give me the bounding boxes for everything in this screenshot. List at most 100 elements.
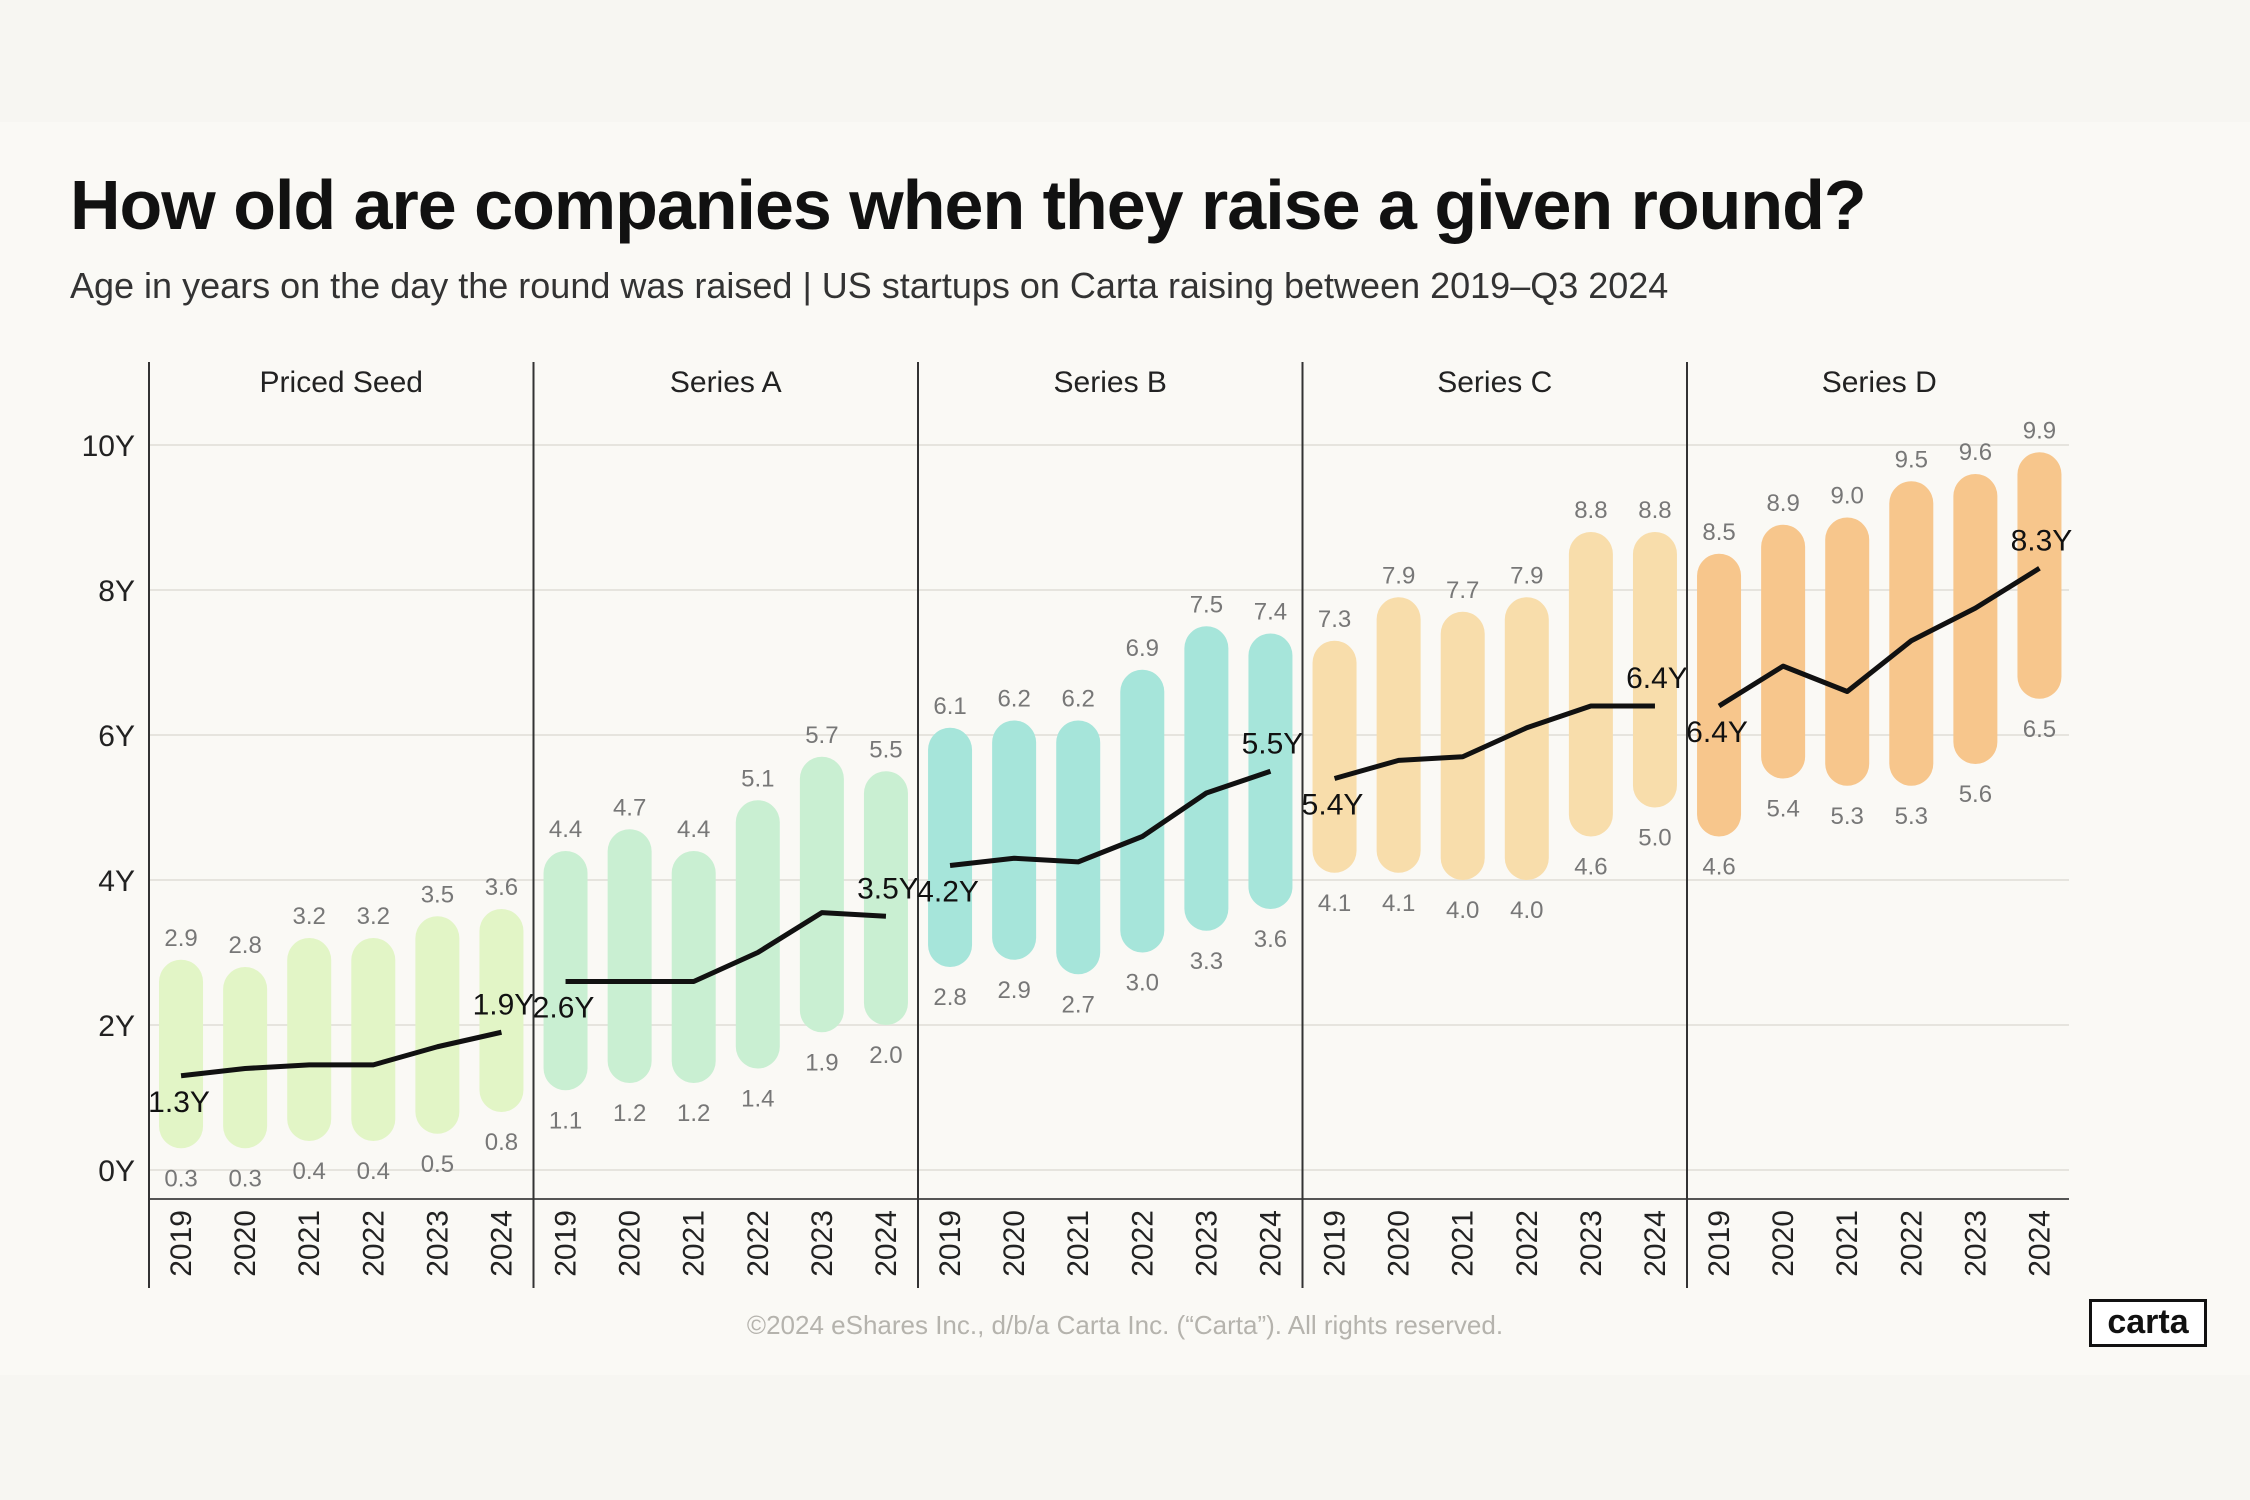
- low-value-label: 3.3: [1190, 948, 1223, 975]
- y-tick-label: 0Y: [98, 1155, 135, 1188]
- median-line: [1333, 703, 1655, 781]
- x-tick-label: 2020: [229, 1210, 262, 1277]
- high-value-label: 4.7: [613, 794, 646, 821]
- x-tick-label: 2019: [1319, 1210, 1352, 1277]
- high-value-label: 6.2: [1062, 686, 1095, 713]
- low-value-label: 6.5: [2023, 716, 2056, 743]
- low-value-label: 3.0: [1126, 970, 1159, 997]
- low-value-label: 3.6: [1254, 926, 1287, 953]
- y-tick-label: 10Y: [82, 430, 135, 463]
- panel-title: Series C: [1437, 366, 1552, 399]
- low-value-label: 4.1: [1382, 890, 1415, 917]
- high-value-label: 9.9: [2023, 417, 2056, 444]
- low-value-label: 5.3: [1895, 803, 1928, 830]
- high-value-label: 5.7: [805, 722, 838, 749]
- low-value-label: 1.2: [613, 1100, 646, 1127]
- high-value-label: 2.9: [164, 925, 197, 952]
- low-value-label: 1.9: [805, 1049, 838, 1076]
- high-value-label: 6.2: [997, 686, 1030, 713]
- x-tick-label: 2023: [806, 1210, 839, 1277]
- low-value-label: 1.2: [677, 1100, 710, 1127]
- panel-title: Series B: [1054, 366, 1167, 399]
- x-tick-label: 2024: [1639, 1210, 1672, 1277]
- high-value-label: 3.5: [421, 881, 454, 908]
- high-value-label: 8.8: [1638, 497, 1671, 524]
- median-end-label: 5.5Y: [1242, 727, 1304, 760]
- low-value-label: 4.6: [1574, 854, 1607, 881]
- high-value-label: 7.7: [1446, 577, 1479, 604]
- x-tick-label: 2023: [1190, 1210, 1223, 1277]
- low-value-label: 2.0: [869, 1042, 902, 1069]
- x-tick-label: 2024: [1254, 1210, 1287, 1277]
- low-value-label: 1.1: [549, 1107, 582, 1134]
- high-value-label: 8.9: [1766, 490, 1799, 517]
- high-value-label: 3.6: [485, 874, 518, 901]
- carta-logo: carta: [2089, 1299, 2207, 1347]
- high-value-label: 5.5: [869, 736, 902, 763]
- high-value-label: 8.5: [1702, 519, 1735, 546]
- high-value-label: 4.4: [549, 816, 582, 843]
- low-value-label: 5.0: [1638, 825, 1671, 852]
- copyright-footer: ©2024 eShares Inc., d/b/a Carta Inc. (“C…: [746, 1310, 1504, 1340]
- chart-subtitle: Age in years on the day the round was ra…: [70, 265, 1669, 306]
- median-end-label: 8.3Y: [2011, 524, 2073, 557]
- median-start-label: 5.4Y: [1302, 789, 1364, 822]
- x-tick-label: 2022: [357, 1210, 390, 1277]
- low-value-label: 0.4: [293, 1158, 326, 1185]
- median-start-label: 2.6Y: [533, 992, 595, 1025]
- x-tick-label: 2020: [1383, 1210, 1416, 1277]
- high-value-label: 3.2: [357, 903, 390, 930]
- x-tick-label: 2019: [165, 1210, 198, 1277]
- median-start-label: 6.4Y: [1686, 716, 1748, 749]
- y-tick-label: 6Y: [98, 720, 135, 753]
- x-tick-label: 2024: [485, 1210, 518, 1277]
- low-value-label: 0.5: [421, 1151, 454, 1178]
- x-tick-label: 2020: [614, 1210, 647, 1277]
- panel-title: Series A: [670, 366, 782, 399]
- x-tick-label: 2019: [550, 1210, 583, 1277]
- y-tick-label: 8Y: [98, 575, 135, 608]
- x-tick-label: 2021: [678, 1210, 711, 1277]
- x-tick-label: 2022: [1895, 1210, 1928, 1277]
- high-value-label: 9.5: [1895, 446, 1928, 473]
- panel-title: Priced Seed: [260, 366, 423, 399]
- y-tick-label: 2Y: [98, 1010, 135, 1043]
- median-end-label: 3.5Y: [857, 872, 919, 905]
- high-value-label: 9.0: [1831, 483, 1864, 510]
- y-tick-label: 4Y: [98, 865, 135, 898]
- low-value-label: 4.0: [1446, 897, 1479, 924]
- x-tick-label: 2020: [998, 1210, 1031, 1277]
- low-value-label: 4.6: [1702, 854, 1735, 881]
- x-tick-label: 2023: [421, 1210, 454, 1277]
- x-tick-label: 2023: [1959, 1210, 1992, 1277]
- low-value-label: 5.6: [1959, 781, 1992, 808]
- low-value-label: 2.9: [997, 977, 1030, 1004]
- median-start-label: 1.3Y: [148, 1086, 210, 1119]
- x-tick-label: 2022: [1511, 1210, 1544, 1277]
- x-tick-label: 2024: [2023, 1210, 2056, 1277]
- high-value-label: 7.3: [1318, 606, 1351, 633]
- x-tick-label: 2021: [1062, 1210, 1095, 1277]
- high-value-label: 9.6: [1959, 439, 1992, 466]
- high-value-label: 7.4: [1254, 599, 1287, 626]
- x-tick-label: 2021: [293, 1210, 326, 1277]
- median-line: [1717, 566, 2041, 709]
- low-value-label: 2.7: [1062, 991, 1095, 1018]
- x-tick-label: 2022: [742, 1210, 775, 1277]
- low-value-label: 0.8: [485, 1129, 518, 1156]
- low-value-label: 0.3: [228, 1165, 261, 1192]
- low-value-label: 2.8: [933, 984, 966, 1011]
- x-tick-label: 2021: [1831, 1210, 1864, 1277]
- high-value-label: 7.5: [1190, 591, 1223, 618]
- x-tick-label: 2021: [1447, 1210, 1480, 1277]
- median-start-label: 4.2Y: [917, 876, 979, 909]
- panel-title: Series D: [1822, 366, 1937, 399]
- median-line: [180, 1029, 503, 1079]
- median-end-label: 6.4Y: [1626, 662, 1688, 695]
- median-end-label: 1.9Y: [473, 988, 535, 1021]
- low-value-label: 0.4: [357, 1158, 390, 1185]
- high-value-label: 5.1: [741, 765, 774, 792]
- low-value-label: 4.0: [1510, 897, 1543, 924]
- x-tick-label: 2022: [1126, 1210, 1159, 1277]
